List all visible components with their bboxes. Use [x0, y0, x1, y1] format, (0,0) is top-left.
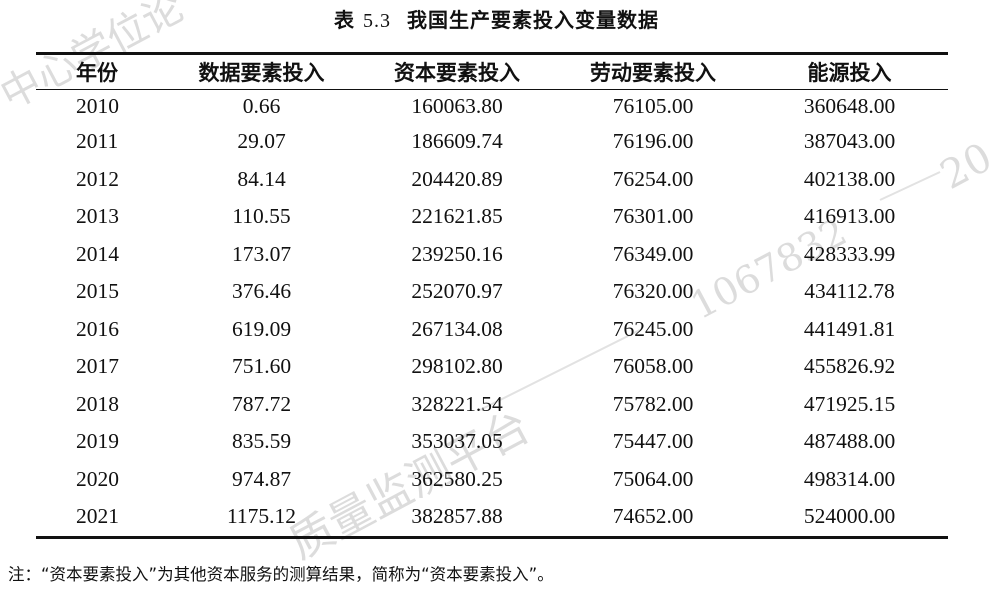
cell-year: 2017 — [76, 354, 119, 379]
cell-energy-input: 441491.81 — [803, 316, 896, 341]
cell-data-input: 29.07 — [237, 129, 286, 154]
production-factor-table: 年份 数据要素投入 资本要素投入 劳动要素投入 能源投入 2010 0.66 160… — [36, 52, 948, 539]
table-row: 2013 110.55 221621.85 76301.00 416913.00 — [36, 198, 948, 236]
table-row: 2020 974.87 362580.25 75064.00 498314.00 — [36, 461, 948, 499]
cell-energy-input: 428333.99 — [803, 241, 896, 266]
cell-year: 2010 — [76, 94, 119, 118]
table-row: 2014 173.07 239250.16 76349.00 428333.99 — [36, 236, 948, 274]
table-row: 2021 1175.12 382857.88 74652.00 524000.00 — [36, 498, 948, 537]
cell-energy-input: 471925.15 — [803, 391, 896, 416]
cell-data-input: 110.55 — [232, 204, 291, 229]
header-year: 年份 — [76, 61, 118, 85]
table-row: 2017 751.60 298102.80 76058.00 455826.92 — [36, 348, 948, 386]
cell-year: 2018 — [76, 391, 119, 416]
cell-energy-input: 387043.00 — [803, 129, 896, 154]
cell-data-input: 0.66 — [242, 94, 281, 118]
cell-labor-input: 75782.00 — [612, 391, 694, 416]
cell-data-input: 84.14 — [237, 166, 286, 191]
cell-capital-input: 267134.08 — [411, 316, 503, 341]
cell-year: 2013 — [76, 204, 119, 229]
table-row: 2016 619.09 267134.08 76245.00 441491.81 — [36, 311, 948, 349]
cell-energy-input: 416913.00 — [803, 204, 896, 229]
cell-labor-input: 76349.00 — [612, 241, 694, 266]
cell-capital-input: 160063.80 — [411, 94, 503, 118]
cell-year: 2021 — [76, 504, 119, 529]
cell-year: 2015 — [76, 279, 119, 304]
cell-data-input: 835.59 — [231, 429, 292, 454]
cell-capital-input: 353037.05 — [411, 429, 503, 454]
cell-data-input: 787.72 — [231, 391, 292, 416]
cell-capital-input: 186609.74 — [411, 129, 503, 154]
cell-year: 2014 — [76, 241, 119, 266]
cell-data-input: 376.46 — [231, 279, 292, 304]
cell-labor-input: 76196.00 — [612, 129, 694, 154]
table-row: 2015 376.46 252070.97 76320.00 434112.78 — [36, 273, 948, 311]
table-row: 2018 787.72 328221.54 75782.00 471925.15 — [36, 386, 948, 424]
cell-data-input: 751.60 — [231, 354, 292, 379]
cell-year: 2020 — [76, 466, 119, 491]
cell-data-input: 1175.12 — [226, 504, 297, 529]
cell-labor-input: 75064.00 — [612, 466, 694, 491]
table-row: 2010 0.66 160063.80 76105.00 360648.00 — [36, 90, 948, 124]
caption-label: 表 — [334, 8, 356, 32]
cell-capital-input: 204420.89 — [411, 166, 503, 191]
cell-labor-input: 76320.00 — [612, 279, 694, 304]
cell-labor-input: 76105.00 — [612, 94, 694, 118]
cell-year: 2016 — [76, 316, 119, 341]
cell-capital-input: 252070.97 — [411, 279, 503, 304]
cell-energy-input: 360648.00 — [803, 94, 896, 118]
cell-capital-input: 328221.54 — [411, 391, 503, 416]
cell-energy-input: 402138.00 — [803, 166, 896, 191]
cell-data-input: 974.87 — [231, 466, 292, 491]
header-capital-input: 资本要素投入 — [394, 61, 520, 85]
cell-capital-input: 362580.25 — [411, 466, 503, 491]
header-data-input: 数据要素投入 — [198, 61, 325, 85]
cell-labor-input: 76254.00 — [612, 166, 694, 191]
table-row: 2019 835.59 353037.05 75447.00 487488.00 — [36, 423, 948, 461]
cell-year: 2019 — [76, 429, 119, 454]
header-energy-input: 能源投入 — [807, 61, 892, 85]
cell-capital-input: 382857.88 — [411, 504, 503, 529]
cell-energy-input: 487488.00 — [803, 429, 896, 454]
cell-energy-input: 498314.00 — [803, 466, 896, 491]
cell-energy-input: 524000.00 — [803, 504, 896, 529]
cell-capital-input: 239250.16 — [411, 241, 503, 266]
cell-labor-input: 76058.00 — [612, 354, 694, 379]
cell-labor-input: 76301.00 — [612, 204, 694, 229]
table-row: 2011 29.07 186609.74 76196.00 387043.00 — [36, 123, 948, 161]
cell-data-input: 173.07 — [231, 241, 292, 266]
table-caption: 表 5.3 我国生产要素投入变量数据 — [0, 4, 993, 33]
cell-labor-input: 76245.00 — [612, 316, 694, 341]
header-labor-input: 劳动要素投入 — [590, 61, 716, 85]
cell-year: 2012 — [76, 166, 119, 191]
cell-capital-input: 221621.85 — [411, 204, 503, 229]
caption-title: 我国生产要素投入变量数据 — [406, 8, 659, 32]
cell-labor-input: 74652.00 — [612, 504, 694, 529]
table-row: 2012 84.14 204420.89 76254.00 402138.00 — [36, 161, 948, 199]
table-note: 注：“资本要素投入”为其他资本服务的测算结果，简称为“资本要素投入”。 — [8, 565, 554, 584]
caption-number: 5.3 — [363, 10, 392, 32]
cell-labor-input: 75447.00 — [612, 429, 694, 454]
cell-data-input: 619.09 — [231, 316, 292, 341]
cell-year: 2011 — [76, 129, 119, 154]
cell-capital-input: 298102.80 — [411, 354, 503, 379]
cell-energy-input: 434112.78 — [804, 279, 895, 304]
cell-energy-input: 455826.92 — [803, 354, 896, 379]
table-header-row: 年份 数据要素投入 资本要素投入 劳动要素投入 能源投入 — [36, 53, 948, 90]
